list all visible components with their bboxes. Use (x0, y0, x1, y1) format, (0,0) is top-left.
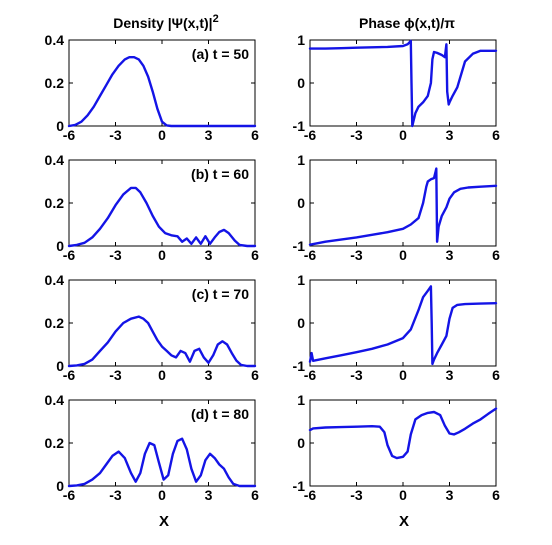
series-line (67, 315, 257, 368)
x-tick-label: 6 (492, 487, 500, 503)
panel-label: (d) t = 80 (191, 406, 249, 422)
phase-panel-3: -6 -3 0 3 6 -1 0 1 (293, 272, 501, 383)
y-tick-label: 1 (297, 272, 305, 288)
x-tick-label: 3 (205, 367, 213, 383)
panel-label: (a) t = 50 (192, 46, 249, 62)
density-panel-3: -6 -3 0 3 6 0 0.2 0.4 (c) t = 70 (45, 272, 260, 383)
axes-frame (309, 399, 497, 487)
y-tick-label: 0.4 (45, 272, 65, 288)
x-tick-label: 0 (158, 127, 166, 143)
series-line (308, 39, 498, 128)
y-tick-label: 0 (297, 435, 305, 451)
x-tick-label: 3 (205, 127, 213, 143)
x-tick-label: 6 (492, 127, 500, 143)
y-tick-label: 0.2 (45, 435, 65, 451)
x-tick-label: 6 (251, 127, 259, 143)
axes-frame (309, 39, 497, 127)
y-tick-label: 0 (56, 238, 64, 254)
x-tick-label: 3 (205, 487, 213, 503)
x-tick-label: -3 (350, 367, 363, 383)
x-tick-label: -6 (63, 127, 76, 143)
x-tick-label: -6 (304, 247, 317, 263)
right-x-axis-label: X (399, 513, 409, 530)
panel-label: (b) t = 60 (191, 166, 249, 182)
x-tick-label: -3 (109, 247, 122, 263)
x-tick-label: 0 (158, 487, 166, 503)
y-tick-label: 0 (297, 75, 305, 91)
y-tick-label: 0.2 (45, 195, 65, 211)
x-tick-label: 6 (251, 487, 259, 503)
panel-label: (c) t = 70 (192, 286, 249, 302)
x-tick-label: 6 (251, 367, 259, 383)
y-tick-label: 1 (297, 32, 305, 48)
x-tick-label: 6 (492, 367, 500, 383)
x-tick-label: 3 (446, 367, 454, 383)
y-tick-label: -1 (293, 118, 306, 134)
x-tick-label: 3 (446, 247, 454, 263)
y-tick-label: 0.2 (45, 315, 65, 331)
y-tick-label: 0 (56, 358, 64, 374)
phase-panel-4: -6 -3 0 3 6 -1 0 1 (293, 392, 501, 503)
series-line (308, 407, 498, 460)
series-line (308, 167, 498, 246)
y-tick-label: 0.4 (45, 32, 65, 48)
y-tick-label: 0.4 (45, 392, 65, 408)
x-tick-label: -6 (304, 487, 317, 503)
x-tick-label: 0 (399, 367, 407, 383)
left-x-axis-label: X (159, 513, 169, 530)
density-panel-4: -6 -3 0 3 6 0 0.2 0.4 (d) t = 80 (45, 392, 260, 503)
axes-frame (309, 159, 497, 247)
panels: -6 -3 0 3 6 0 0.2 0.4 (a) t = 50 -6 -3 0 3 6 -1 0 1 -6 -3 0… (45, 32, 501, 503)
right-column-title: Phase ϕ(x,t)/π (359, 15, 455, 31)
density-panel-2: -6 -3 0 3 6 0 0.2 0.4 (b) t = 60 (45, 152, 260, 263)
x-tick-label: -6 (63, 487, 76, 503)
x-tick-label: 0 (158, 367, 166, 383)
y-tick-label: 0 (56, 118, 64, 134)
y-tick-label: 0 (297, 315, 305, 331)
x-tick-label: -3 (350, 487, 363, 503)
x-tick-label: -6 (304, 367, 317, 383)
y-tick-label: 1 (297, 392, 305, 408)
density-panel-1: -6 -3 0 3 6 0 0.2 0.4 (a) t = 50 (45, 32, 260, 143)
series-line (308, 285, 498, 366)
series-line (67, 186, 257, 248)
x-tick-label: -3 (350, 247, 363, 263)
x-tick-label: 0 (399, 247, 407, 263)
x-tick-label: -6 (304, 127, 317, 143)
x-tick-label: 0 (399, 487, 407, 503)
left-column-title: Density |Ψ(x,t)|2 (113, 13, 218, 31)
x-tick-label: -3 (109, 367, 122, 383)
x-tick-label: 3 (446, 487, 454, 503)
y-tick-label: -1 (293, 358, 306, 374)
x-tick-label: -3 (350, 127, 363, 143)
phase-panel-1: -6 -3 0 3 6 -1 0 1 (293, 32, 501, 143)
x-tick-label: 3 (205, 247, 213, 263)
series-line (67, 437, 257, 488)
y-tick-label: -1 (293, 478, 306, 494)
x-tick-label: -3 (109, 127, 122, 143)
phase-panel-2: -6 -3 0 3 6 -1 0 1 (293, 152, 501, 263)
x-tick-label: 0 (158, 247, 166, 263)
x-tick-label: 6 (251, 247, 259, 263)
x-tick-label: 0 (399, 127, 407, 143)
x-tick-label: -6 (63, 247, 76, 263)
y-tick-label: 0.4 (45, 152, 65, 168)
series-line (67, 56, 257, 128)
y-tick-label: -1 (293, 238, 306, 254)
y-tick-label: 1 (297, 152, 305, 168)
x-tick-label: -6 (63, 367, 76, 383)
y-tick-label: 0 (56, 478, 64, 494)
x-tick-label: -3 (109, 487, 122, 503)
x-tick-label: 6 (492, 247, 500, 263)
x-tick-label: 3 (446, 127, 454, 143)
y-tick-label: 0.2 (45, 75, 65, 91)
axes-frame (309, 279, 497, 367)
y-tick-label: 0 (297, 195, 305, 211)
